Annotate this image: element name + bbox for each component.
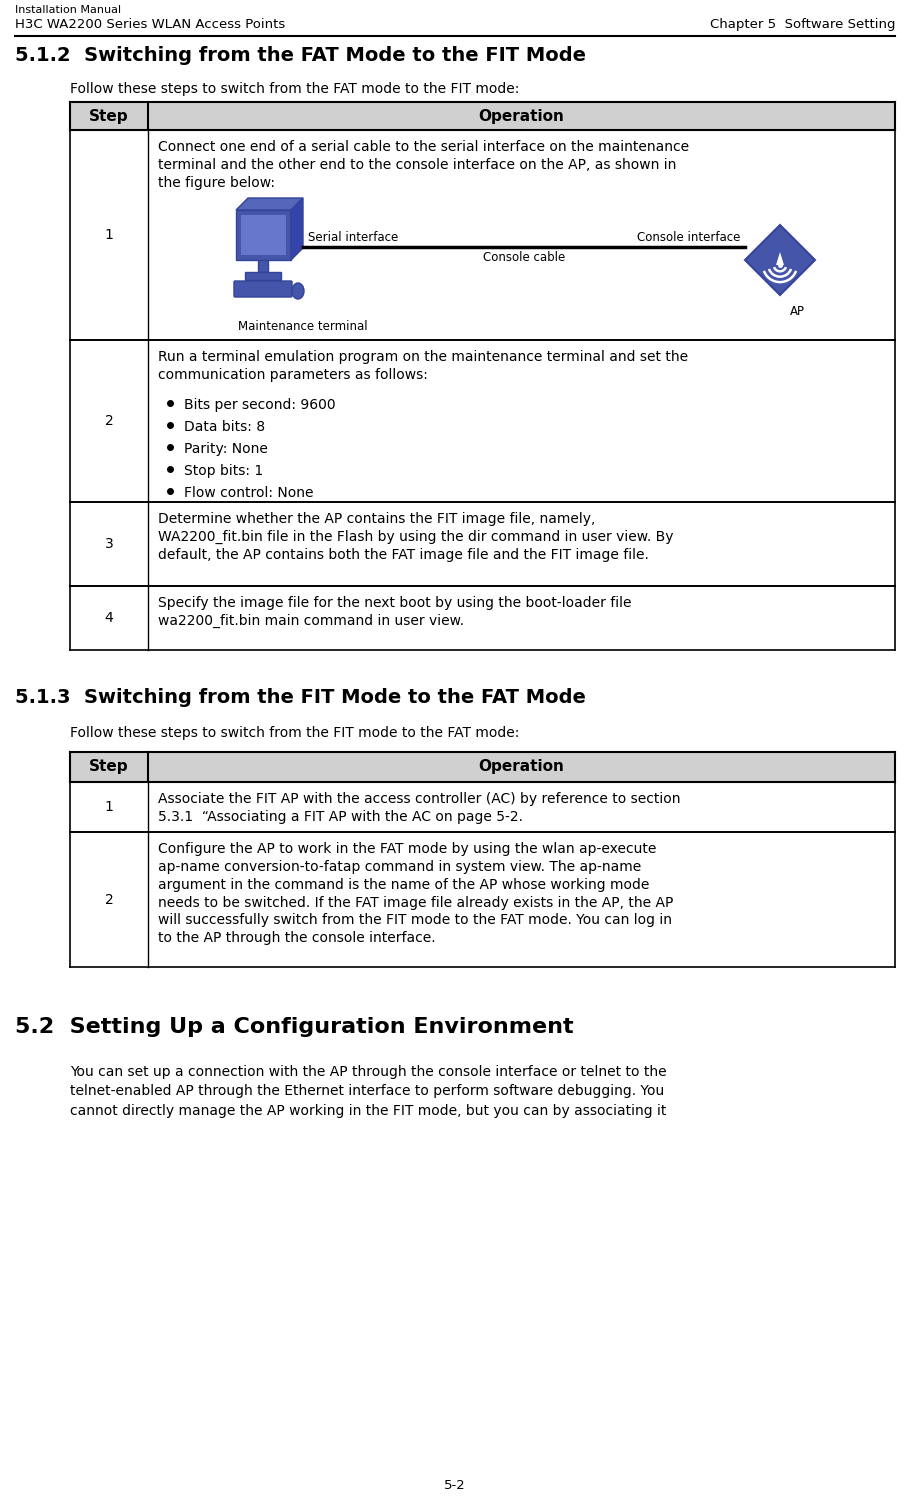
Text: 5.1.2  Switching from the FAT Mode to the FIT Mode: 5.1.2 Switching from the FAT Mode to the… [15,45,586,65]
FancyBboxPatch shape [234,281,292,297]
Bar [236,210,291,260]
Text: Flow control: None: Flow control: None [184,486,314,500]
Text: 5.2  Setting Up a Configuration Environment: 5.2 Setting Up a Configuration Environme… [15,1018,573,1037]
Text: Follow these steps to switch from the FIT mode to the FAT mode:: Follow these steps to switch from the FI… [70,726,520,740]
Text: Step: Step [89,760,129,775]
Text: Operation: Operation [479,760,564,775]
Text: 1: 1 [105,228,114,242]
Text: Operation: Operation [479,109,564,124]
Ellipse shape [292,282,304,299]
Bar [241,214,286,255]
Text: Run a terminal emulation program on the maintenance terminal and set the
communi: Run a terminal emulation program on the … [158,350,688,382]
Text: Console cable: Console cable [483,251,565,264]
Polygon shape [236,198,303,210]
Text: AP: AP [790,305,805,319]
Bar [258,260,268,272]
Bar [70,752,895,782]
Text: Parity: None: Parity: None [184,442,268,456]
Text: Follow these steps to switch from the FAT mode to the FIT mode:: Follow these steps to switch from the FA… [70,82,520,97]
Text: Bits per second: 9600: Bits per second: 9600 [184,399,336,412]
Text: Data bits: 8: Data bits: 8 [184,420,265,433]
Text: Maintenance terminal: Maintenance terminal [238,320,368,334]
Text: 4: 4 [105,612,114,625]
Text: Installation Manual: Installation Manual [15,5,121,15]
Text: Specify the image file for the next boot by using the boot-loader file
wa2200_fi: Specify the image file for the next boot… [158,596,632,628]
Text: 2: 2 [105,892,114,906]
Text: H3C WA2200 Series WLAN Access Points: H3C WA2200 Series WLAN Access Points [15,18,285,32]
Polygon shape [745,225,815,294]
Text: Chapter 5  Software Setting: Chapter 5 Software Setting [710,18,895,32]
Text: You can set up a connection with the AP through the console interface or telnet : You can set up a connection with the AP … [70,1065,667,1117]
Polygon shape [291,198,303,260]
Text: 3: 3 [105,538,114,551]
Text: Connect one end of a serial cable to the serial interface on the maintenance
ter: Connect one end of a serial cable to the… [158,140,689,190]
Bar [245,272,281,279]
Text: Determine whether the AP contains the FIT image file, namely,
WA2200_fit.bin fil: Determine whether the AP contains the FI… [158,512,673,562]
Text: Serial interface: Serial interface [308,231,399,245]
Text: Stop bits: 1: Stop bits: 1 [184,464,263,479]
Text: Console interface: Console interface [637,231,740,245]
Text: 1: 1 [105,800,114,814]
Text: Associate the FIT AP with the access controller (AC) by reference to section
5.3: Associate the FIT AP with the access con… [158,793,681,824]
Bar [70,103,895,130]
Text: 5.1.3  Switching from the FIT Mode to the FAT Mode: 5.1.3 Switching from the FIT Mode to the… [15,689,586,707]
Text: 2: 2 [105,414,114,427]
Text: Configure the AP to work in the FAT mode by using the wlan ap-execute
ap-name co: Configure the AP to work in the FAT mode… [158,843,673,945]
Text: Step: Step [89,109,129,124]
Text: 5-2: 5-2 [444,1478,466,1492]
Polygon shape [776,252,784,264]
